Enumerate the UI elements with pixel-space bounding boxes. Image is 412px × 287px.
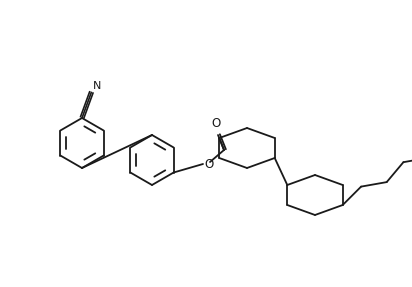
- Text: N: N: [93, 81, 101, 91]
- Text: O: O: [204, 158, 213, 170]
- Text: O: O: [211, 117, 220, 130]
